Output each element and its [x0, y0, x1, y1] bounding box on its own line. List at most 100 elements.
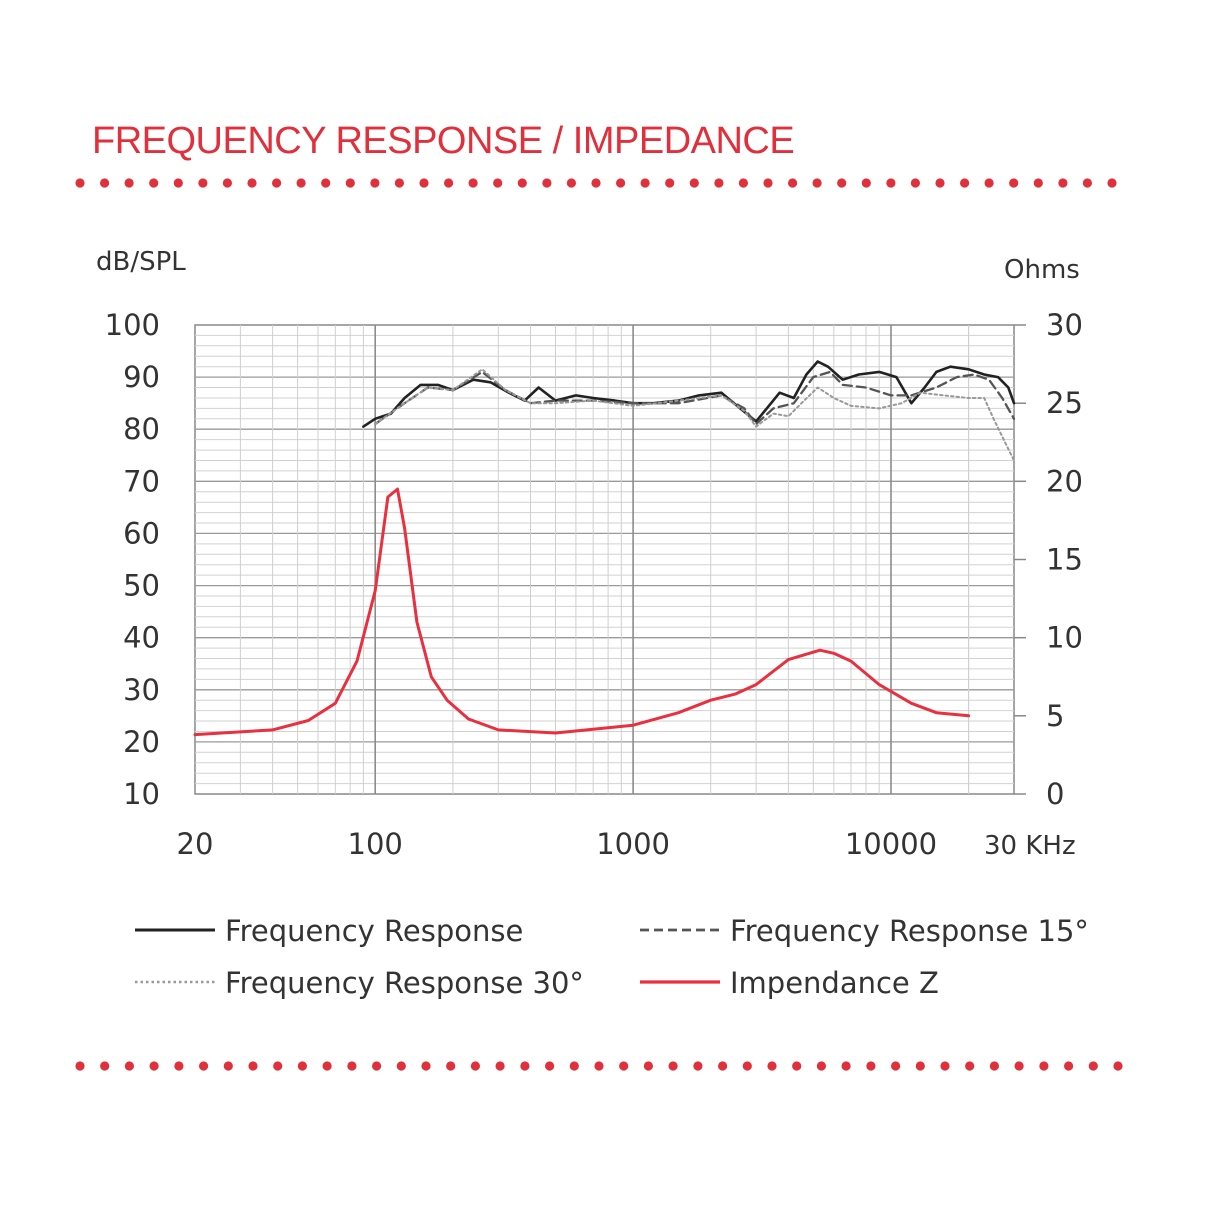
- divider-dot: [322, 1061, 332, 1071]
- divider-dot: [419, 178, 429, 188]
- right-tick-label: 30: [1046, 308, 1083, 342]
- divider-dot: [792, 1061, 802, 1071]
- divider-dot: [75, 1061, 85, 1071]
- legend-label: Frequency Response 15°: [730, 914, 1089, 948]
- divider-dot: [223, 1061, 233, 1071]
- left-axis-label: dB/SPL: [96, 247, 186, 277]
- left-tick-label: 100: [105, 308, 160, 342]
- divider-dot: [468, 178, 478, 188]
- left-tick-label: 20: [123, 725, 160, 759]
- divider-dot: [272, 178, 282, 188]
- series-line-2: [374, 370, 1016, 426]
- divider-dot: [989, 1061, 1000, 1071]
- left-tick-label: 40: [123, 621, 160, 655]
- divider-dot: [1107, 178, 1117, 188]
- divider-dot: [545, 1061, 555, 1071]
- divider-dot: [940, 1061, 950, 1071]
- divider-dot: [616, 178, 626, 188]
- divider-dot: [965, 1061, 975, 1071]
- plot-area: [194, 324, 1015, 795]
- legend-label: Impendance Z: [730, 966, 939, 1000]
- divider-dot: [100, 178, 110, 188]
- divider-dot: [714, 178, 724, 188]
- divider-dot: [199, 1061, 209, 1071]
- divider-dot: [372, 1061, 382, 1071]
- divider-dot: [173, 178, 183, 188]
- divider-dot: [222, 178, 232, 188]
- x-tick-label: 1000: [596, 827, 670, 861]
- bottom-dotted-divider: [75, 1061, 1123, 1071]
- divider-dot: [124, 178, 134, 188]
- divider-dot: [149, 1061, 159, 1071]
- series-layer: [193, 360, 1016, 737]
- divider-dot: [1058, 178, 1068, 188]
- divider-dot: [1039, 1061, 1049, 1071]
- left-tick-label: 10: [123, 777, 160, 811]
- series-line-4: [193, 487, 971, 737]
- x-tick-label: 100: [348, 827, 403, 861]
- left-tick-label: 50: [123, 569, 160, 603]
- right-tick-label: 10: [1046, 621, 1083, 655]
- divider-dot: [718, 1061, 728, 1071]
- left-tick-label: 60: [123, 516, 160, 550]
- divider-dot: [640, 178, 650, 188]
- divider-dot: [861, 178, 871, 188]
- divider-dot: [1009, 178, 1019, 188]
- divider-dot: [841, 1061, 851, 1071]
- divider-dot: [984, 178, 994, 188]
- divider-dot: [767, 1061, 777, 1071]
- divider-dot: [935, 178, 945, 188]
- right-tick-label: 5: [1046, 699, 1064, 733]
- x-tick-label: 30 KHz: [984, 831, 1076, 861]
- divider-dot: [470, 1061, 480, 1071]
- divider-dot: [446, 1061, 456, 1071]
- divider-dot: [837, 178, 847, 188]
- divider-dot: [643, 1061, 654, 1071]
- divider-dot: [75, 178, 85, 188]
- x-tick-label: 20: [177, 827, 214, 861]
- divider-dot: [915, 1061, 925, 1071]
- divider-dot: [689, 178, 699, 188]
- chart-title: FREQUENCY RESPONSE / IMPEDANCE: [92, 120, 795, 162]
- divider-dot: [693, 1061, 703, 1071]
- divider-dot: [816, 1061, 827, 1071]
- divider-dot: [960, 178, 970, 188]
- divider-dot: [1088, 1061, 1098, 1071]
- right-tick-label: 20: [1046, 464, 1083, 498]
- divider-dot: [345, 178, 355, 188]
- divider-dot: [297, 1061, 307, 1071]
- divider-dot: [247, 178, 257, 188]
- series-line-3: [374, 368, 1015, 462]
- divider-dot: [493, 178, 503, 188]
- right-axis-label: Ohms: [1004, 255, 1080, 285]
- divider-dot: [866, 1061, 876, 1071]
- divider-dot: [347, 1061, 357, 1071]
- chart-grid: [194, 324, 1015, 795]
- divider-dot: [891, 1061, 901, 1071]
- left-tick-label: 80: [123, 412, 160, 446]
- divider-dot: [149, 178, 159, 188]
- divider-dot: [566, 178, 577, 188]
- divider-dot: [886, 178, 896, 188]
- legend: Frequency Response Frequency Response 15°…: [135, 914, 1089, 1000]
- divider-dot: [394, 178, 404, 188]
- x-tick-label: 10000: [845, 827, 937, 861]
- top-dotted-divider: [75, 178, 1117, 188]
- divider-dot: [396, 1061, 406, 1071]
- divider-dot: [738, 178, 749, 188]
- divider-dot: [594, 1061, 604, 1071]
- divider-dot: [444, 178, 454, 188]
- divider-dot: [591, 178, 601, 188]
- left-tick-label: 90: [123, 360, 160, 394]
- divider-dot: [788, 178, 798, 188]
- divider-dot: [321, 178, 331, 188]
- divider-dot: [668, 1061, 678, 1071]
- divider-dot: [421, 1061, 431, 1071]
- right-tick-label: 25: [1046, 386, 1083, 420]
- divider-dot: [273, 1061, 283, 1071]
- left-tick-label: 70: [123, 464, 160, 498]
- divider-dot: [495, 1061, 505, 1071]
- divider-dot: [296, 178, 306, 188]
